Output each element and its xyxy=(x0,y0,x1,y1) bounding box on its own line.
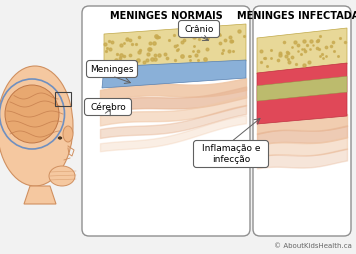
Text: © AboutKidsHealth.ca: © AboutKidsHealth.ca xyxy=(274,243,352,249)
Ellipse shape xyxy=(63,126,73,142)
FancyBboxPatch shape xyxy=(82,6,250,236)
Polygon shape xyxy=(257,76,347,101)
Text: MENINGES INFECTADAS: MENINGES INFECTADAS xyxy=(237,11,356,21)
FancyBboxPatch shape xyxy=(84,99,131,116)
Ellipse shape xyxy=(49,166,75,186)
Text: MENINGES NORMAIS: MENINGES NORMAIS xyxy=(110,11,222,21)
Polygon shape xyxy=(257,28,347,74)
Polygon shape xyxy=(257,63,347,124)
Text: Inflamação e
infecção: Inflamação e infecção xyxy=(202,144,260,164)
Bar xyxy=(55,92,71,106)
Polygon shape xyxy=(24,186,56,204)
Polygon shape xyxy=(102,60,246,88)
FancyBboxPatch shape xyxy=(253,6,351,236)
FancyBboxPatch shape xyxy=(194,140,268,167)
Ellipse shape xyxy=(58,137,62,139)
Ellipse shape xyxy=(5,85,59,143)
Ellipse shape xyxy=(0,66,73,186)
Text: Cérebro: Cérebro xyxy=(90,103,126,112)
Text: Crânio: Crânio xyxy=(184,24,214,34)
Text: Meninges: Meninges xyxy=(90,65,134,73)
FancyBboxPatch shape xyxy=(178,21,220,38)
Polygon shape xyxy=(104,24,246,68)
FancyBboxPatch shape xyxy=(87,60,137,77)
